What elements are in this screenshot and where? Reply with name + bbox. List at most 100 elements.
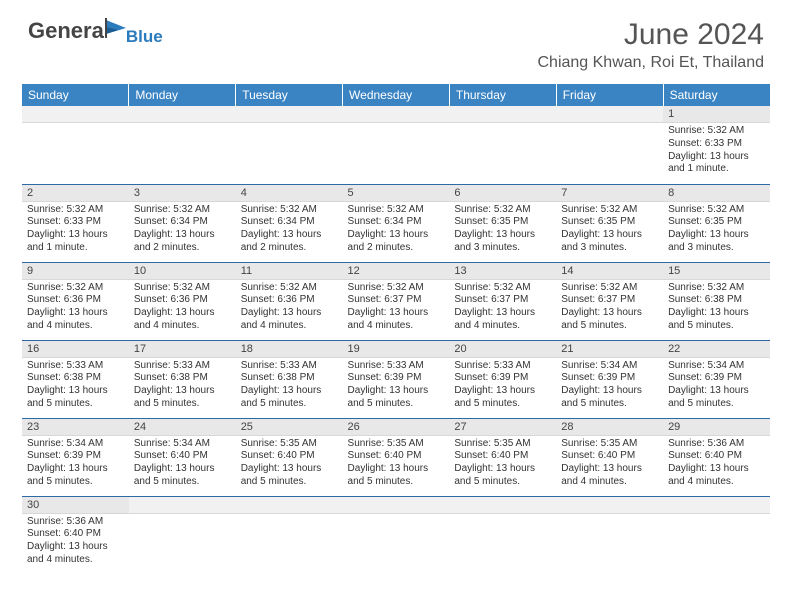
sunset-line: Sunset: 6:40 PM — [241, 450, 338, 463]
sunrise-line: Sunrise: 5:34 AM — [668, 360, 765, 373]
sunset-line: Sunset: 6:34 PM — [348, 216, 445, 229]
day-number: 29 — [663, 419, 770, 436]
day-number: 7 — [556, 185, 663, 202]
daylight-line: Daylight: 13 hours and 2 minutes. — [134, 229, 231, 255]
sunset-line: Sunset: 6:40 PM — [134, 450, 231, 463]
daylight-line: Daylight: 13 hours and 4 minutes. — [27, 541, 124, 567]
day-details: Sunrise: 5:32 AMSunset: 6:33 PMDaylight:… — [663, 123, 770, 179]
daylight-line: Daylight: 13 hours and 4 minutes. — [27, 307, 124, 333]
calendar-day: 23Sunrise: 5:34 AMSunset: 6:39 PMDayligh… — [22, 418, 129, 496]
calendar-day: 12Sunrise: 5:32 AMSunset: 6:37 PMDayligh… — [343, 262, 450, 340]
calendar-day-empty — [449, 496, 556, 574]
calendar-day: 6Sunrise: 5:32 AMSunset: 6:35 PMDaylight… — [449, 184, 556, 262]
day-number: 1 — [663, 106, 770, 123]
calendar-day-empty — [556, 496, 663, 574]
sunset-line: Sunset: 6:35 PM — [561, 216, 658, 229]
day-details: Sunrise: 5:32 AMSunset: 6:34 PMDaylight:… — [129, 202, 236, 258]
sunset-line: Sunset: 6:37 PM — [348, 294, 445, 307]
daylight-line: Daylight: 13 hours and 1 minute. — [27, 229, 124, 255]
daylight-line: Daylight: 13 hours and 5 minutes. — [561, 385, 658, 411]
sunset-line: Sunset: 6:39 PM — [348, 372, 445, 385]
weekday-header: Sunday — [22, 84, 129, 106]
sunset-line: Sunset: 6:38 PM — [668, 294, 765, 307]
day-details: Sunrise: 5:35 AMSunset: 6:40 PMDaylight:… — [449, 436, 556, 492]
weekday-header: Monday — [129, 84, 236, 106]
sunrise-line: Sunrise: 5:33 AM — [27, 360, 124, 373]
day-number-empty — [236, 497, 343, 514]
daylight-line: Daylight: 13 hours and 3 minutes. — [561, 229, 658, 255]
calendar-day: 16Sunrise: 5:33 AMSunset: 6:38 PMDayligh… — [22, 340, 129, 418]
day-number: 13 — [449, 263, 556, 280]
logo-text-blue: Blue — [126, 27, 163, 47]
daylight-line: Daylight: 13 hours and 4 minutes. — [668, 463, 765, 489]
calendar-day: 19Sunrise: 5:33 AMSunset: 6:39 PMDayligh… — [343, 340, 450, 418]
sunset-line: Sunset: 6:33 PM — [668, 138, 765, 151]
sunset-line: Sunset: 6:40 PM — [27, 528, 124, 541]
day-number-empty — [556, 497, 663, 514]
day-details: Sunrise: 5:33 AMSunset: 6:38 PMDaylight:… — [236, 358, 343, 414]
calendar-day-empty — [236, 496, 343, 574]
calendar-day-empty — [236, 106, 343, 184]
calendar-body: 1Sunrise: 5:32 AMSunset: 6:33 PMDaylight… — [22, 106, 770, 574]
sunrise-line: Sunrise: 5:32 AM — [134, 204, 231, 217]
sunset-line: Sunset: 6:35 PM — [454, 216, 551, 229]
header: Genera Blue June 2024 Chiang Khwan, Roi … — [0, 0, 792, 76]
calendar-day: 29Sunrise: 5:36 AMSunset: 6:40 PMDayligh… — [663, 418, 770, 496]
day-number: 10 — [129, 263, 236, 280]
calendar-day-empty — [556, 106, 663, 184]
sunrise-line: Sunrise: 5:35 AM — [561, 438, 658, 451]
day-details: Sunrise: 5:32 AMSunset: 6:35 PMDaylight:… — [556, 202, 663, 258]
day-details: Sunrise: 5:34 AMSunset: 6:39 PMDaylight:… — [663, 358, 770, 414]
daylight-line: Daylight: 13 hours and 4 minutes. — [454, 307, 551, 333]
day-number-empty — [449, 497, 556, 514]
sunrise-line: Sunrise: 5:34 AM — [27, 438, 124, 451]
calendar-day-empty — [343, 496, 450, 574]
sunset-line: Sunset: 6:38 PM — [241, 372, 338, 385]
sunset-line: Sunset: 6:37 PM — [454, 294, 551, 307]
day-details: Sunrise: 5:32 AMSunset: 6:34 PMDaylight:… — [343, 202, 450, 258]
day-number: 3 — [129, 185, 236, 202]
day-number: 19 — [343, 341, 450, 358]
daylight-line: Daylight: 13 hours and 5 minutes. — [241, 463, 338, 489]
day-details: Sunrise: 5:32 AMSunset: 6:36 PMDaylight:… — [22, 280, 129, 336]
calendar-day: 26Sunrise: 5:35 AMSunset: 6:40 PMDayligh… — [343, 418, 450, 496]
sunrise-line: Sunrise: 5:33 AM — [454, 360, 551, 373]
month-title: June 2024 — [537, 18, 764, 52]
weekday-header: Wednesday — [343, 84, 450, 106]
day-number: 27 — [449, 419, 556, 436]
day-details: Sunrise: 5:32 AMSunset: 6:38 PMDaylight:… — [663, 280, 770, 336]
sunrise-line: Sunrise: 5:32 AM — [241, 282, 338, 295]
calendar-day: 1Sunrise: 5:32 AMSunset: 6:33 PMDaylight… — [663, 106, 770, 184]
day-number: 24 — [129, 419, 236, 436]
calendar-day: 21Sunrise: 5:34 AMSunset: 6:39 PMDayligh… — [556, 340, 663, 418]
day-number: 12 — [343, 263, 450, 280]
weekday-header: Thursday — [449, 84, 556, 106]
calendar-day-empty — [449, 106, 556, 184]
day-details: Sunrise: 5:35 AMSunset: 6:40 PMDaylight:… — [343, 436, 450, 492]
sunrise-line: Sunrise: 5:34 AM — [561, 360, 658, 373]
day-number: 14 — [556, 263, 663, 280]
day-details: Sunrise: 5:36 AMSunset: 6:40 PMDaylight:… — [22, 514, 129, 570]
daylight-line: Daylight: 13 hours and 2 minutes. — [241, 229, 338, 255]
sunset-line: Sunset: 6:39 PM — [27, 450, 124, 463]
daylight-line: Daylight: 13 hours and 5 minutes. — [348, 463, 445, 489]
calendar-day: 3Sunrise: 5:32 AMSunset: 6:34 PMDaylight… — [129, 184, 236, 262]
calendar-day: 13Sunrise: 5:32 AMSunset: 6:37 PMDayligh… — [449, 262, 556, 340]
sunrise-line: Sunrise: 5:35 AM — [454, 438, 551, 451]
day-details: Sunrise: 5:33 AMSunset: 6:39 PMDaylight:… — [449, 358, 556, 414]
day-details: Sunrise: 5:34 AMSunset: 6:40 PMDaylight:… — [129, 436, 236, 492]
calendar-day: 18Sunrise: 5:33 AMSunset: 6:38 PMDayligh… — [236, 340, 343, 418]
sunrise-line: Sunrise: 5:32 AM — [454, 204, 551, 217]
daylight-line: Daylight: 13 hours and 5 minutes. — [668, 385, 765, 411]
sunrise-line: Sunrise: 5:32 AM — [668, 204, 765, 217]
sunset-line: Sunset: 6:36 PM — [134, 294, 231, 307]
calendar-day-empty — [129, 106, 236, 184]
day-details: Sunrise: 5:33 AMSunset: 6:38 PMDaylight:… — [22, 358, 129, 414]
calendar-row: 1Sunrise: 5:32 AMSunset: 6:33 PMDaylight… — [22, 106, 770, 184]
day-details: Sunrise: 5:32 AMSunset: 6:37 PMDaylight:… — [343, 280, 450, 336]
day-number: 25 — [236, 419, 343, 436]
day-number-empty — [343, 497, 450, 514]
day-number: 30 — [22, 497, 129, 514]
sunrise-line: Sunrise: 5:35 AM — [241, 438, 338, 451]
day-details: Sunrise: 5:32 AMSunset: 6:36 PMDaylight:… — [129, 280, 236, 336]
